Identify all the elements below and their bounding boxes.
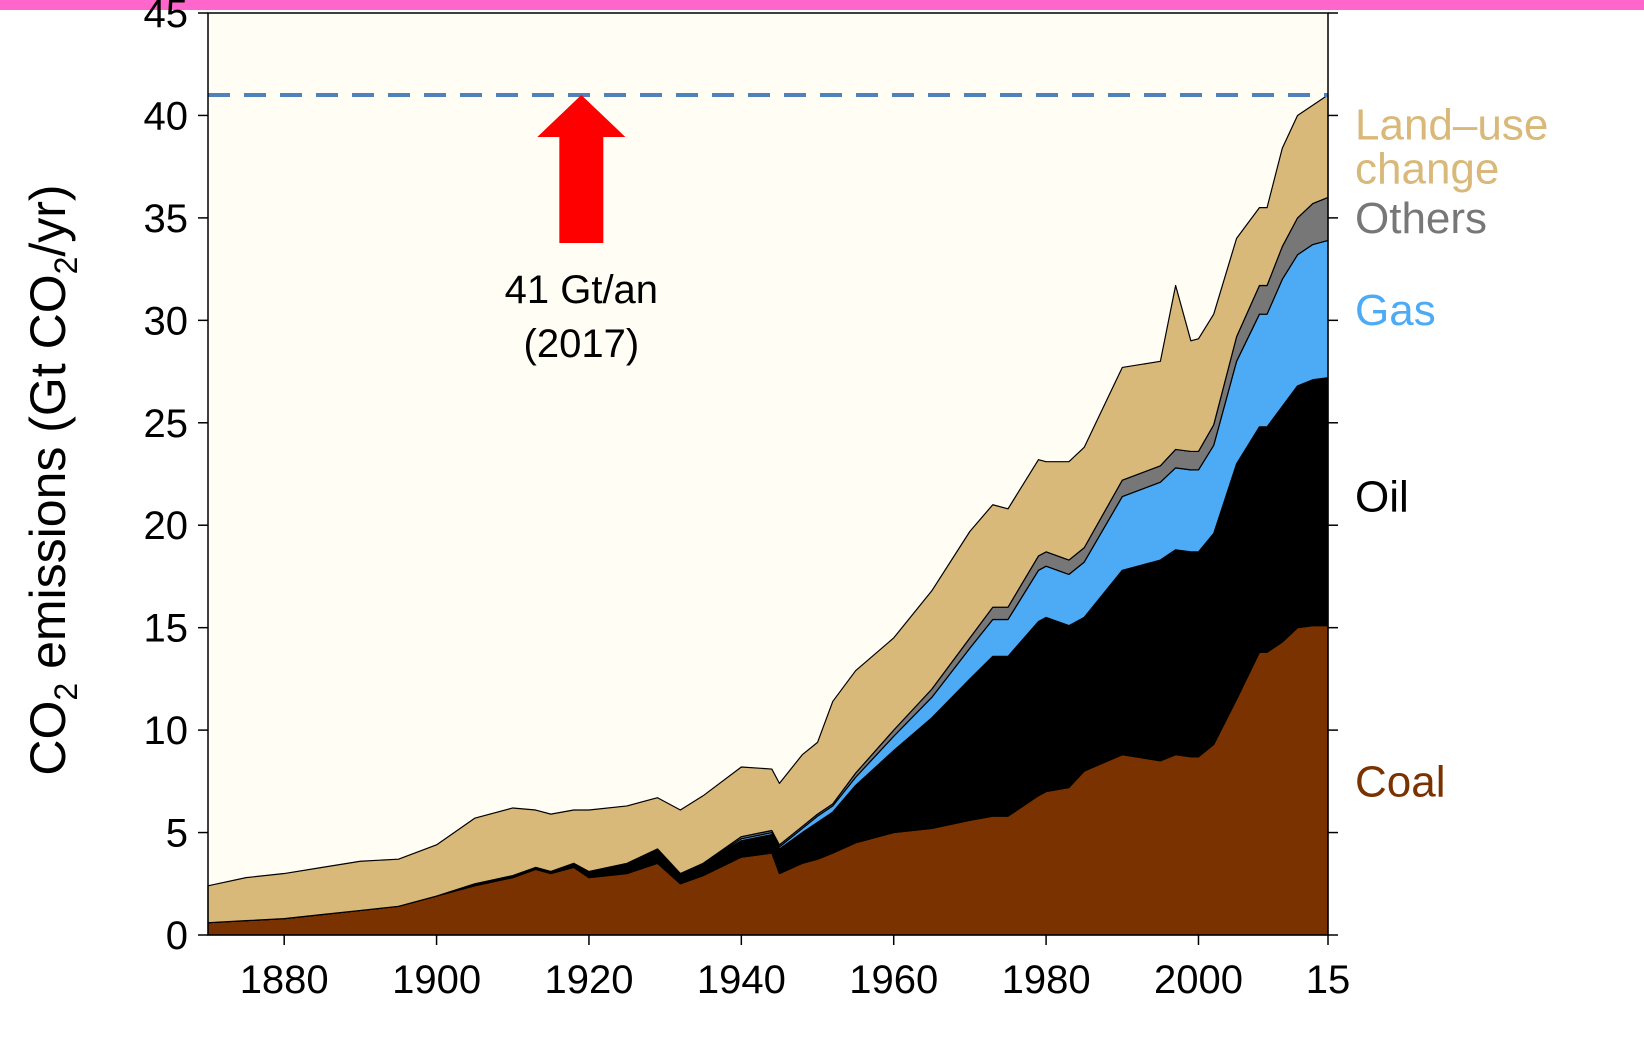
legend-label-others: Others <box>1355 194 1487 243</box>
y-axis-right <box>1328 12 1338 936</box>
legend-label-oil: Oil <box>1355 473 1409 522</box>
legend-label-land-use-change: Land–use change <box>1355 100 1548 193</box>
y-tick-label: 30 <box>144 299 189 343</box>
x-tick-label: 1980 <box>1002 958 1091 1002</box>
x-axis: 1880 1900 1920 1940 1960 1980 2000 15 <box>240 935 1351 1002</box>
annotation-value: 41 Gt/an <box>505 268 658 312</box>
y-axis: 0 5 10 15 20 25 30 35 40 45 <box>144 0 208 958</box>
y-tick-label: 35 <box>144 197 189 241</box>
y-tick-label: 0 <box>166 914 188 958</box>
y-tick-label: 25 <box>144 402 189 446</box>
x-tick-label: 1940 <box>697 958 786 1002</box>
x-tick-label: 1960 <box>849 958 938 1002</box>
top-accent-bar <box>0 0 1644 10</box>
y-label-sub1: 2 <box>48 683 84 701</box>
annotation-year: (2017) <box>524 322 640 366</box>
legend-label-gas: Gas <box>1355 286 1436 335</box>
y-tick-label: 5 <box>166 812 188 856</box>
legend-label-line1: Land–use <box>1355 100 1548 149</box>
y-tick-label: 20 <box>144 504 189 548</box>
x-tick-label: 1880 <box>240 958 329 1002</box>
legend-label-line2: change <box>1355 144 1499 193</box>
y-tick-label: 40 <box>144 94 189 138</box>
x-tick-label: 15 <box>1306 958 1351 1002</box>
y-tick-label: 15 <box>144 607 189 651</box>
x-tick-label: 1900 <box>392 958 481 1002</box>
y-label-sub2: 2 <box>48 257 84 275</box>
y-label-prefix: CO <box>20 701 76 776</box>
legend-label-coal: Coal <box>1355 757 1446 806</box>
y-label-suffix: /yr) <box>20 184 76 256</box>
x-tick-label: 1920 <box>544 958 633 1002</box>
annotation-layer: 41 Gt/an (2017) <box>208 92 1328 366</box>
plot-frame <box>207 12 1329 936</box>
x-tick-label: 2000 <box>1154 958 1243 1002</box>
y-tick-label: 10 <box>144 709 189 753</box>
y-axis-label: CO2 emissions (Gt CO2/yr) <box>20 184 84 775</box>
y-tick-label: 45 <box>144 0 189 36</box>
y-label-mid: emissions (Gt CO <box>20 274 76 682</box>
up-arrow-icon <box>537 94 626 243</box>
